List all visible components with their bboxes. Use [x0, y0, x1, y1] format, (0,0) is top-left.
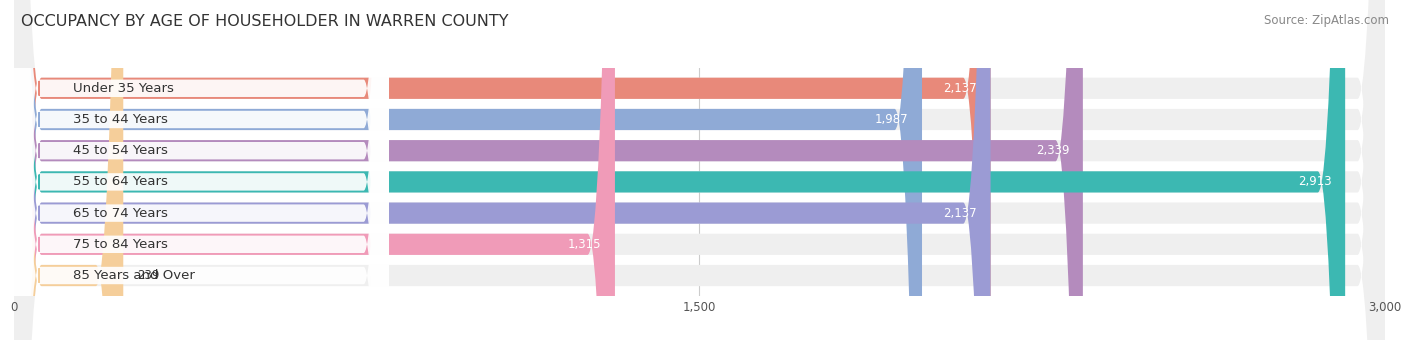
Text: 85 Years and Over: 85 Years and Over — [73, 269, 195, 282]
FancyBboxPatch shape — [14, 0, 1385, 340]
Text: OCCUPANCY BY AGE OF HOUSEHOLDER IN WARREN COUNTY: OCCUPANCY BY AGE OF HOUSEHOLDER IN WARRE… — [21, 14, 509, 29]
Text: Source: ZipAtlas.com: Source: ZipAtlas.com — [1264, 14, 1389, 27]
FancyBboxPatch shape — [14, 0, 614, 340]
FancyBboxPatch shape — [14, 0, 124, 340]
Text: 2,339: 2,339 — [1036, 144, 1069, 157]
FancyBboxPatch shape — [14, 0, 922, 340]
Text: 1,315: 1,315 — [568, 238, 602, 251]
Text: 55 to 64 Years: 55 to 64 Years — [73, 175, 169, 188]
Text: 2,913: 2,913 — [1298, 175, 1331, 188]
Text: 65 to 74 Years: 65 to 74 Years — [73, 207, 169, 220]
Text: Under 35 Years: Under 35 Years — [73, 82, 174, 95]
FancyBboxPatch shape — [14, 0, 1385, 340]
FancyBboxPatch shape — [14, 0, 1346, 340]
FancyBboxPatch shape — [14, 0, 1385, 340]
FancyBboxPatch shape — [14, 0, 388, 340]
FancyBboxPatch shape — [14, 0, 388, 340]
FancyBboxPatch shape — [14, 0, 388, 340]
FancyBboxPatch shape — [14, 0, 1385, 340]
Text: 35 to 44 Years: 35 to 44 Years — [73, 113, 169, 126]
FancyBboxPatch shape — [14, 0, 991, 340]
FancyBboxPatch shape — [14, 0, 388, 340]
FancyBboxPatch shape — [14, 0, 1083, 340]
FancyBboxPatch shape — [14, 0, 991, 340]
Text: 75 to 84 Years: 75 to 84 Years — [73, 238, 169, 251]
Text: 2,137: 2,137 — [943, 207, 977, 220]
Text: 1,987: 1,987 — [875, 113, 908, 126]
FancyBboxPatch shape — [14, 0, 388, 340]
FancyBboxPatch shape — [14, 0, 1385, 340]
FancyBboxPatch shape — [14, 0, 1385, 340]
FancyBboxPatch shape — [14, 0, 388, 340]
Text: 45 to 54 Years: 45 to 54 Years — [73, 144, 169, 157]
Text: 2,137: 2,137 — [943, 82, 977, 95]
Text: 239: 239 — [136, 269, 159, 282]
FancyBboxPatch shape — [14, 0, 1385, 340]
FancyBboxPatch shape — [14, 0, 388, 340]
